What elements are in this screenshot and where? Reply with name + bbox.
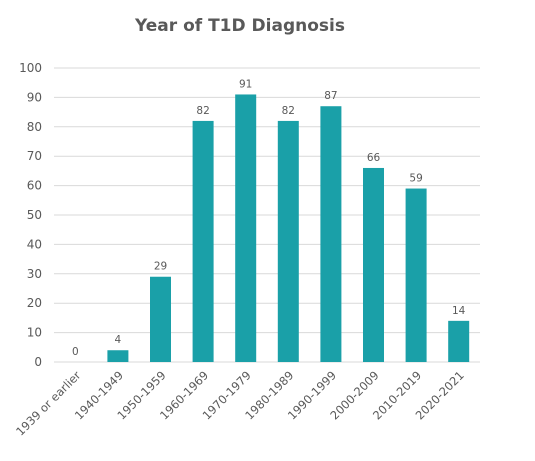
data-label: 82 [282, 105, 295, 117]
y-tick-label: 0 [34, 355, 42, 369]
data-label: 29 [154, 261, 167, 273]
bar [320, 106, 342, 362]
data-label: 4 [115, 334, 122, 346]
y-tick-label: 10 [27, 326, 42, 340]
bar [363, 167, 384, 362]
data-label: 82 [196, 105, 209, 117]
y-tick-label: 30 [27, 267, 42, 281]
data-label: 14 [452, 305, 466, 317]
data-label: 91 [239, 78, 252, 90]
data-label: 66 [367, 152, 381, 164]
data-label: 0 [72, 346, 79, 358]
y-axis-ticks: 0 10 20 30 40 50 60 70 80 90 100 [19, 61, 42, 369]
y-tick-label: 100 [19, 61, 42, 75]
bar [150, 276, 171, 362]
y-tick-label: 60 [27, 179, 42, 193]
bar [192, 120, 214, 362]
bars [107, 94, 470, 363]
bar [405, 188, 427, 362]
y-tick-label: 50 [27, 208, 42, 222]
bar [448, 320, 470, 362]
y-tick-label: 90 [27, 90, 42, 104]
chart-title: Year of T1D Diagnosis [135, 16, 345, 36]
data-label: 59 [409, 173, 422, 185]
y-tick-label: 20 [27, 296, 42, 310]
bar [235, 94, 257, 363]
y-tick-label: 40 [27, 237, 42, 251]
data-label: 87 [324, 90, 337, 102]
bar [107, 350, 129, 362]
bar [277, 120, 299, 362]
x-axis-categories: 1939 or earlier1940-19491950-19591960-19… [13, 368, 467, 438]
y-tick-label: 70 [27, 149, 42, 163]
y-tick-label: 80 [27, 120, 42, 134]
x-category-label: 1939 or earlier [13, 368, 83, 438]
data-labels: 0 4 29 82 91 82 87 66 59 14 [72, 78, 466, 358]
